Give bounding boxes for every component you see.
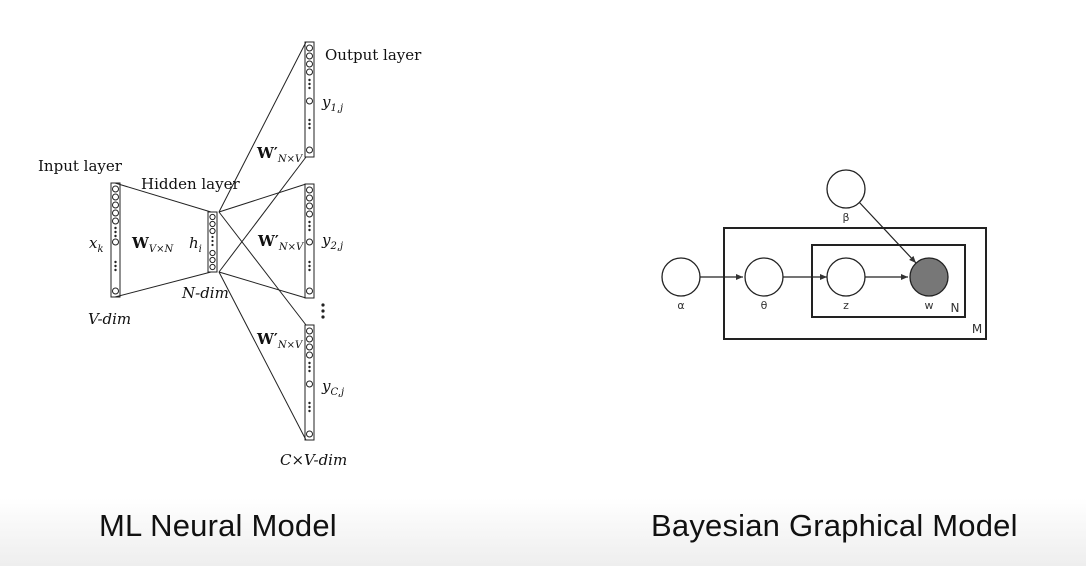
alpha-label: α: [677, 299, 684, 312]
edge-beta-w: [858, 201, 917, 264]
bayes-nodes: [661, 169, 949, 297]
output-layer-label: Output layer: [325, 46, 422, 64]
plate-n-label: N: [951, 301, 960, 315]
yc-label: yC,j: [321, 377, 344, 398]
xk-label: xk: [89, 234, 104, 255]
node-w-observed: [909, 257, 949, 297]
bayes-model: [661, 169, 987, 340]
node-beta: [826, 169, 866, 209]
neural-model: [110, 41, 325, 441]
hidden-layer-label: Hidden layer: [141, 175, 240, 193]
neural-model-caption: ML Neural Model: [99, 508, 337, 543]
bayesian-model-caption: Bayesian Graphical Model: [651, 508, 1018, 543]
output-ellipsis: [321, 303, 325, 319]
node-alpha: [661, 257, 701, 297]
neural-labels: Input layer Hidden layer Output layer xk…: [38, 46, 422, 469]
v-dim-label: V-dim: [88, 310, 131, 328]
cv-dim-label: C×V-dim: [280, 451, 347, 469]
w-in-label: WV×N: [131, 234, 174, 255]
neural-connections: [114, 41, 307, 441]
bayes-edges: [700, 201, 917, 280]
beta-label: β: [842, 211, 849, 224]
input-layer-column: [110, 182, 121, 298]
w-out-label-1: W′N×V: [256, 144, 304, 165]
input-layer-label: Input layer: [38, 157, 123, 175]
theta-label: θ: [761, 299, 768, 312]
output-column-1: [304, 41, 315, 158]
plate-m: [723, 227, 987, 340]
plate-m-label: M: [972, 322, 982, 336]
y2-label: y2,j: [321, 231, 343, 252]
w-out-label-c: W′N×V: [256, 330, 304, 351]
bayes-labels: α θ z w β N M: [677, 211, 982, 336]
z-label: z: [843, 299, 849, 312]
n-dim-label: N-dim: [181, 284, 229, 302]
hi-label: hi: [189, 234, 202, 255]
node-theta: [744, 257, 784, 297]
hidden-layer-column: [207, 211, 218, 273]
node-z: [826, 257, 866, 297]
plate-n: [811, 244, 966, 318]
w-label: w: [925, 299, 934, 312]
output-column-2: [304, 183, 315, 299]
w-out-label-2: W′N×V: [257, 232, 305, 253]
y1-label: y1,j: [321, 93, 343, 114]
output-column-c: [304, 324, 315, 441]
